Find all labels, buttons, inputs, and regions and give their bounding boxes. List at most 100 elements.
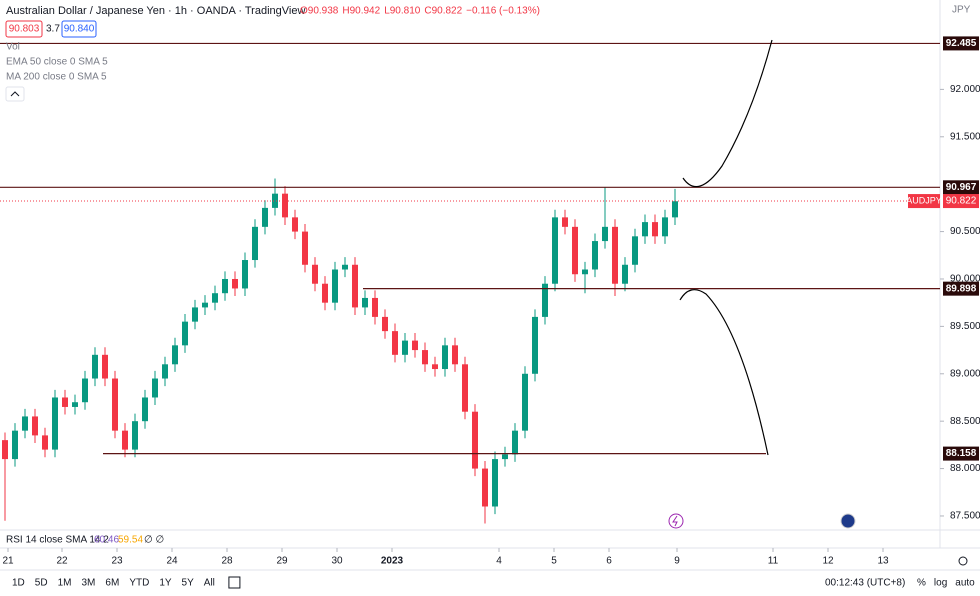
candle-body bbox=[112, 378, 118, 431]
x-tick-label: 30 bbox=[331, 556, 343, 567]
candle-body bbox=[472, 411, 478, 469]
level-label: 90.967 bbox=[946, 182, 977, 193]
ask-price: 90.840 bbox=[64, 24, 95, 35]
clock: 00:12:43 (UTC+8) bbox=[825, 578, 905, 589]
y-tick-label: 87.500 bbox=[950, 511, 980, 522]
candle-body bbox=[92, 354, 98, 379]
candle-body bbox=[262, 207, 268, 227]
candle-body bbox=[242, 260, 248, 289]
candle-body bbox=[672, 201, 678, 218]
candle-body bbox=[402, 340, 408, 355]
legend: Australian Dollar / Japanese Yen · 1h · … bbox=[5, 5, 971, 589]
candle-body bbox=[182, 321, 188, 346]
currency[interactable]: JPY bbox=[952, 5, 971, 16]
y-tick-label: 91.500 bbox=[950, 131, 980, 142]
candle-body bbox=[652, 222, 658, 237]
candle-body bbox=[142, 397, 148, 422]
compare-icon[interactable] bbox=[228, 576, 241, 589]
candle-body bbox=[602, 226, 608, 242]
range-button[interactable]: YTD bbox=[129, 578, 149, 589]
bid-price: 90.803 bbox=[9, 24, 40, 35]
candle-body bbox=[192, 307, 198, 322]
symbol-title: Australian Dollar / Japanese Yen · 1h · … bbox=[6, 5, 305, 17]
candle-body bbox=[622, 264, 628, 284]
indicator-label[interactable]: Vol bbox=[6, 42, 20, 53]
x-tick-label: 29 bbox=[276, 556, 288, 567]
range-button[interactable]: 1Y bbox=[159, 578, 172, 589]
scale-option[interactable]: auto bbox=[955, 578, 975, 589]
event-icon[interactable] bbox=[668, 513, 684, 529]
candle-body bbox=[662, 217, 668, 237]
candle-body bbox=[12, 430, 18, 460]
economic-event-flag[interactable] bbox=[840, 513, 856, 529]
candle-body bbox=[122, 430, 128, 450]
candle-body bbox=[82, 378, 88, 403]
candle-body bbox=[542, 283, 548, 317]
y-tick-label: 89.000 bbox=[950, 368, 980, 379]
sell-button[interactable] bbox=[5, 20, 43, 38]
candle-body bbox=[442, 345, 448, 370]
range-button[interactable]: 1M bbox=[58, 578, 72, 589]
y-tick-label: 88.500 bbox=[950, 416, 980, 427]
candle-body bbox=[222, 278, 228, 294]
range-button[interactable]: 3M bbox=[82, 578, 96, 589]
candle-body bbox=[612, 226, 618, 284]
last-price-name: AUDJPY bbox=[906, 195, 942, 205]
candle-body bbox=[342, 264, 348, 270]
candle-body bbox=[592, 241, 598, 270]
candle-body bbox=[412, 340, 418, 351]
candle-body bbox=[462, 364, 468, 412]
candle-body bbox=[512, 430, 518, 455]
indicator-label[interactable]: MA 200 close 0 SMA 5 bbox=[6, 72, 107, 83]
last-price-name-box bbox=[908, 194, 940, 209]
range-button[interactable]: 5Y bbox=[182, 578, 195, 589]
settings-icon[interactable] bbox=[958, 556, 968, 566]
rsi-value: ∅ ∅ bbox=[144, 535, 164, 546]
scale-option[interactable]: % bbox=[917, 578, 926, 589]
x-tick-label: 21 bbox=[2, 556, 14, 567]
rsi-value: 60.46 bbox=[94, 535, 119, 546]
candle-body bbox=[562, 217, 568, 227]
candle-body bbox=[432, 364, 438, 370]
candle-body bbox=[32, 416, 38, 436]
ohlc-value: L90.810 bbox=[384, 6, 421, 17]
candle-body bbox=[172, 345, 178, 365]
rsi-value: 59.54 bbox=[118, 535, 143, 546]
candle-body bbox=[232, 278, 238, 289]
candle-body bbox=[42, 435, 48, 450]
y-tick-label: 88.000 bbox=[950, 463, 980, 474]
y-tick-label: 92.000 bbox=[950, 84, 980, 95]
range-button[interactable]: All bbox=[204, 578, 215, 589]
candle-body bbox=[552, 217, 558, 284]
level-label-box bbox=[943, 36, 979, 51]
level-label-box bbox=[943, 180, 979, 195]
candle-body bbox=[492, 459, 498, 507]
range-button[interactable]: 1D bbox=[12, 578, 25, 589]
candle-body bbox=[72, 402, 78, 407]
y-tick-label: 89.500 bbox=[950, 321, 980, 332]
collapse-button[interactable] bbox=[5, 86, 25, 102]
level-label-box bbox=[943, 281, 979, 296]
collapse-icon bbox=[10, 91, 20, 97]
candle-body bbox=[522, 373, 528, 431]
indicator-label[interactable]: EMA 50 close 0 SMA 5 bbox=[6, 57, 108, 68]
level-label: 89.898 bbox=[946, 283, 977, 294]
range-button[interactable]: 5D bbox=[35, 578, 48, 589]
x-tick-label: 6 bbox=[606, 556, 612, 567]
candle-body bbox=[502, 454, 508, 460]
range-button[interactable]: 6M bbox=[105, 578, 119, 589]
level-label: 92.485 bbox=[946, 38, 977, 49]
candle-body bbox=[22, 416, 28, 431]
spread: 3.7 bbox=[46, 24, 60, 35]
candle-body bbox=[362, 297, 368, 308]
buy-button[interactable] bbox=[61, 20, 97, 38]
candle-body bbox=[452, 345, 458, 365]
scale-option[interactable]: log bbox=[934, 578, 947, 589]
candle-body bbox=[632, 236, 638, 265]
ohlc-value: C90.822 bbox=[424, 6, 462, 17]
level-label-box bbox=[943, 446, 979, 461]
candle-body bbox=[132, 421, 138, 450]
y-tick-label: 90.000 bbox=[950, 274, 980, 285]
